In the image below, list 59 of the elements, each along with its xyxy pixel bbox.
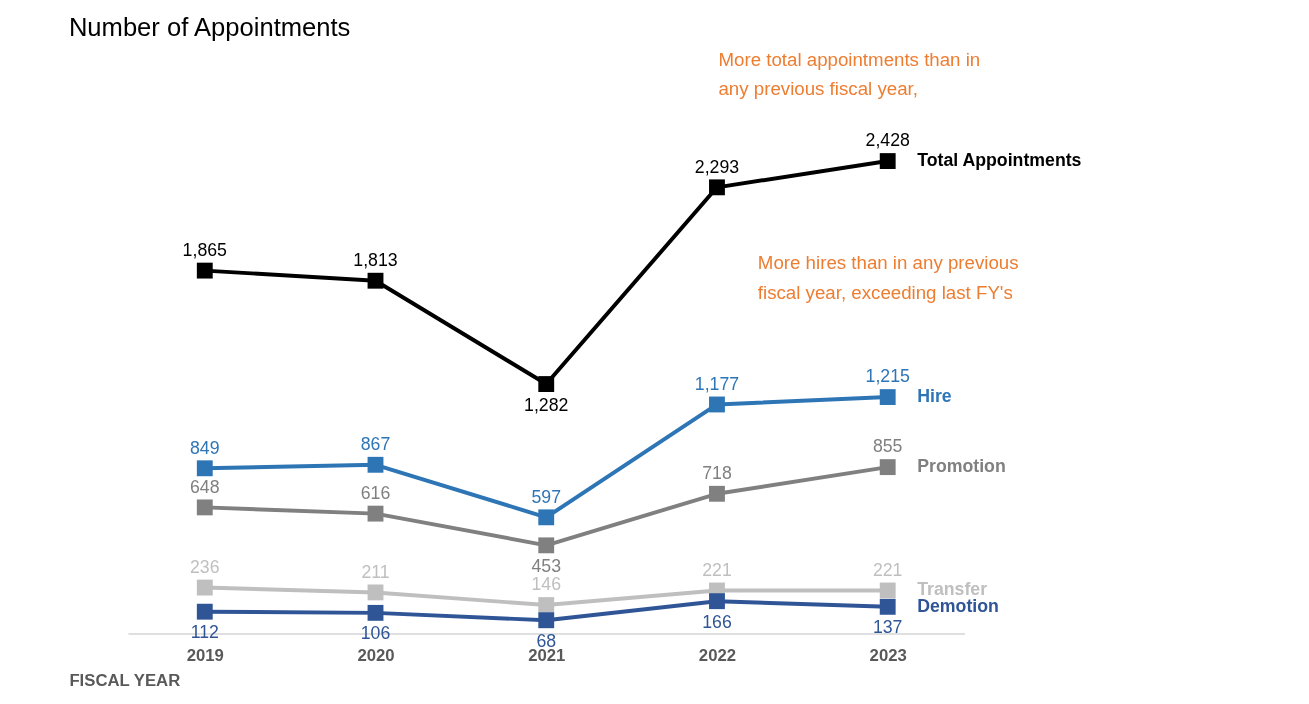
point [196, 603, 213, 620]
data-label: 2,293 [694, 156, 740, 177]
data-label: 221 [872, 559, 903, 580]
point [367, 272, 384, 289]
point [538, 612, 555, 629]
data-label: 221 [702, 559, 732, 580]
point [538, 597, 555, 614]
point [538, 537, 555, 554]
x-tick-label: 2022 [698, 645, 737, 665]
data-label: 236 [190, 556, 220, 577]
series-label: Promotion [917, 456, 1006, 477]
point [879, 389, 896, 406]
data-label: 453 [531, 555, 562, 576]
point [367, 584, 384, 601]
data-label: 166 [702, 611, 732, 632]
point [879, 153, 896, 169]
point [879, 582, 896, 599]
annotation: More hires than in any previous fiscal year, exceeding last FY's [757, 252, 1019, 303]
data-label: 648 [190, 476, 220, 497]
data-label: 1,865 [182, 239, 228, 260]
point [196, 499, 213, 516]
data-label: 616 [360, 482, 391, 503]
text: More total appointments than in any previous fiscal year, [718, 48, 981, 100]
x-axis-title: FISCAL YEAR [69, 671, 181, 691]
point [196, 579, 213, 596]
data-label: 1,282 [524, 394, 569, 415]
x-tick-label: 2023 [869, 645, 907, 665]
data-label: 855 [872, 436, 903, 457]
point [879, 598, 896, 615]
point [709, 593, 725, 610]
point [538, 509, 555, 526]
point [367, 505, 384, 522]
data-label: 1,813 [353, 249, 398, 270]
point [538, 376, 555, 392]
point [196, 460, 213, 477]
data-label: 106 [360, 623, 391, 644]
data-label: 137 [872, 617, 903, 638]
data-label: 1,215 [865, 366, 910, 387]
data-label: 718 [702, 463, 732, 484]
point [196, 262, 213, 279]
data-label: 867 [360, 434, 391, 455]
point [709, 485, 725, 502]
x-tick-label: 2020 [357, 645, 395, 665]
point [367, 456, 384, 473]
data-label: 112 [190, 622, 219, 643]
data-label: 849 [190, 437, 220, 458]
point [879, 459, 896, 476]
data-label: 597 [531, 486, 562, 507]
chart-title: Number of Appointments [68, 13, 351, 42]
data-label: 2,428 [865, 130, 910, 151]
data-label: 211 [361, 561, 390, 582]
point [709, 396, 725, 413]
x-tick-label: 2019 [186, 645, 224, 665]
data-label: 1,177 [694, 373, 740, 394]
point [367, 604, 384, 621]
series-label: Total Appointments [917, 149, 1082, 170]
point [709, 179, 725, 196]
series-label: Hire [917, 386, 952, 406]
data-label: 146 [531, 574, 562, 595]
